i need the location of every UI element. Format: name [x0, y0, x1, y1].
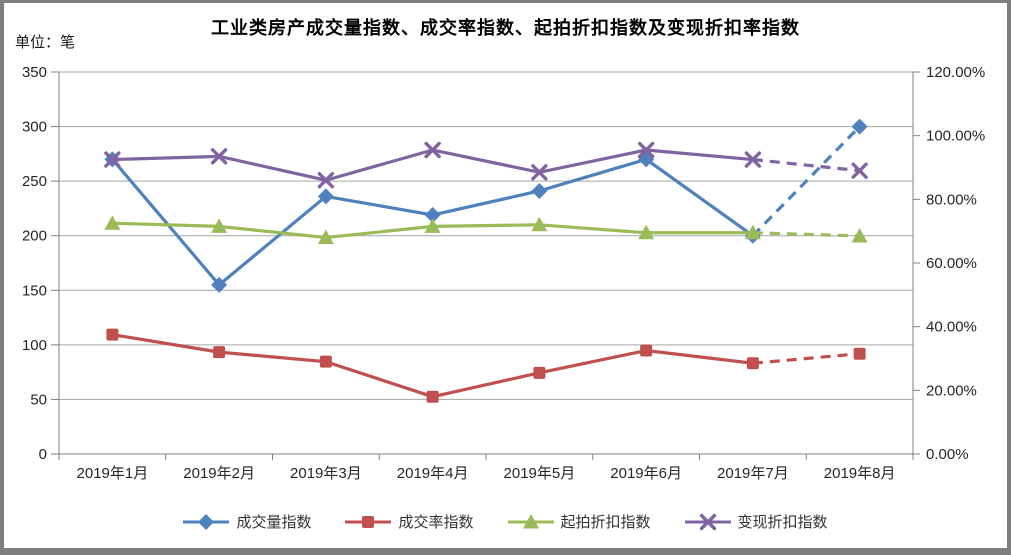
series-成交量指数 — [104, 118, 868, 293]
legend-item-起拍折扣指数: 起拍折扣指数 — [507, 511, 651, 532]
triangle-marker — [522, 513, 539, 528]
y-axis-right-tick-label: 40.00% — [926, 319, 977, 336]
y-axis-left-tick-label: 350 — [22, 64, 47, 81]
square-marker — [533, 366, 546, 379]
x-marker — [531, 164, 548, 181]
diamond-marker — [424, 206, 441, 223]
square-marker — [319, 355, 332, 368]
square-marker — [362, 515, 375, 528]
legend-label: 成交率指数 — [398, 514, 474, 531]
x-marker — [637, 141, 655, 159]
legend-label: 起拍折扣指数 — [560, 514, 651, 531]
triangle-marker — [424, 218, 441, 233]
x-marker — [851, 162, 868, 179]
triangle-marker — [851, 227, 868, 243]
diamond-marker — [317, 188, 334, 205]
x-axis-category-label: 2019年1月 — [77, 465, 149, 482]
series-line-dashed-forecast — [752, 157, 860, 173]
diamond-marker — [851, 118, 868, 135]
x-marker — [104, 151, 121, 168]
square-marker — [213, 346, 226, 359]
diamond-marker — [211, 276, 228, 293]
series-line-dashed-forecast — [752, 231, 860, 238]
legend-item-成交量指数: 成交量指数 — [183, 511, 311, 532]
legend-marker-x-icon — [684, 513, 731, 530]
diamond-marker — [531, 182, 548, 199]
y-axis-left-tick-label: 150 — [22, 282, 47, 299]
y-axis-right-tick-label: 0.00% — [926, 446, 969, 463]
series-line — [112, 333, 754, 399]
x-axis-category-label: 2019年5月 — [504, 465, 576, 482]
legend-marker-triangle-icon — [507, 513, 554, 528]
legend-label: 变现折扣指数 — [737, 514, 828, 531]
triangle-marker — [317, 229, 334, 245]
x-marker — [744, 151, 762, 168]
square-marker — [426, 390, 439, 403]
x-axis-category-label: 2019年7月 — [717, 465, 789, 482]
y-axis-left-tick-label: 0 — [39, 446, 47, 463]
y-axis-left-tick-label: 200 — [22, 228, 47, 245]
chart-legend: 成交量指数 成交率指数 起拍折扣指数 变现折扣指数 — [0, 511, 1011, 532]
chart-title: 工业类房产成交量指数、成交率指数、起拍折扣指数及变现折扣率指数 — [211, 18, 800, 38]
legend-marker-diamond-icon — [183, 513, 230, 530]
triangle-marker — [211, 218, 228, 233]
legend-label: 成交量指数 — [236, 514, 312, 531]
x-axis-category-label: 2019年2月 — [183, 465, 255, 482]
legend-marker-square-icon — [345, 515, 392, 528]
square-marker — [853, 347, 866, 360]
x-marker — [317, 172, 335, 189]
y-axis-right-tick-label: 20.00% — [926, 382, 977, 399]
y-axis-left-tick-label: 300 — [22, 119, 47, 136]
y-axis-right-tick-label: 80.00% — [926, 191, 977, 208]
y-axis-left-tick-label: 250 — [22, 173, 47, 190]
series-成交率指数 — [106, 328, 866, 403]
legend-item-成交率指数: 成交率指数 — [345, 511, 474, 532]
triangle-marker — [531, 216, 548, 232]
series-起拍折扣指数 — [104, 215, 868, 245]
triangle-marker — [638, 224, 655, 240]
y-axis-left-tick-label: 50 — [30, 391, 47, 408]
x-marker — [424, 141, 441, 159]
square-marker — [746, 357, 759, 370]
x-axis-category-label: 2019年4月 — [397, 465, 469, 482]
diamond-marker — [198, 513, 215, 530]
square-marker — [640, 344, 653, 357]
y-axis-right-tick-label: 100.00% — [926, 128, 985, 145]
x-axis-category-label: 2019年8月 — [824, 465, 896, 482]
y-axis-right-tick-label: 120.00% — [926, 64, 985, 81]
y-axis-unit-label: 单位：笔 — [15, 34, 76, 51]
x-marker — [699, 513, 716, 530]
series-line-dashed-forecast — [752, 352, 860, 365]
series-变现折扣指数 — [104, 141, 868, 189]
series-line-dashed-forecast — [751, 125, 861, 237]
y-axis-left-tick-label: 100 — [22, 337, 47, 354]
triangle-marker — [104, 215, 121, 230]
y-axis-right-tick-label: 60.00% — [926, 255, 977, 272]
triangle-marker — [744, 224, 761, 240]
legend-item-变现折扣指数: 变现折扣指数 — [684, 511, 828, 532]
square-marker — [106, 328, 119, 341]
x-marker — [210, 148, 228, 165]
x-axis-category-label: 2019年6月 — [610, 465, 682, 482]
x-axis-category-label: 2019年3月 — [290, 465, 362, 482]
